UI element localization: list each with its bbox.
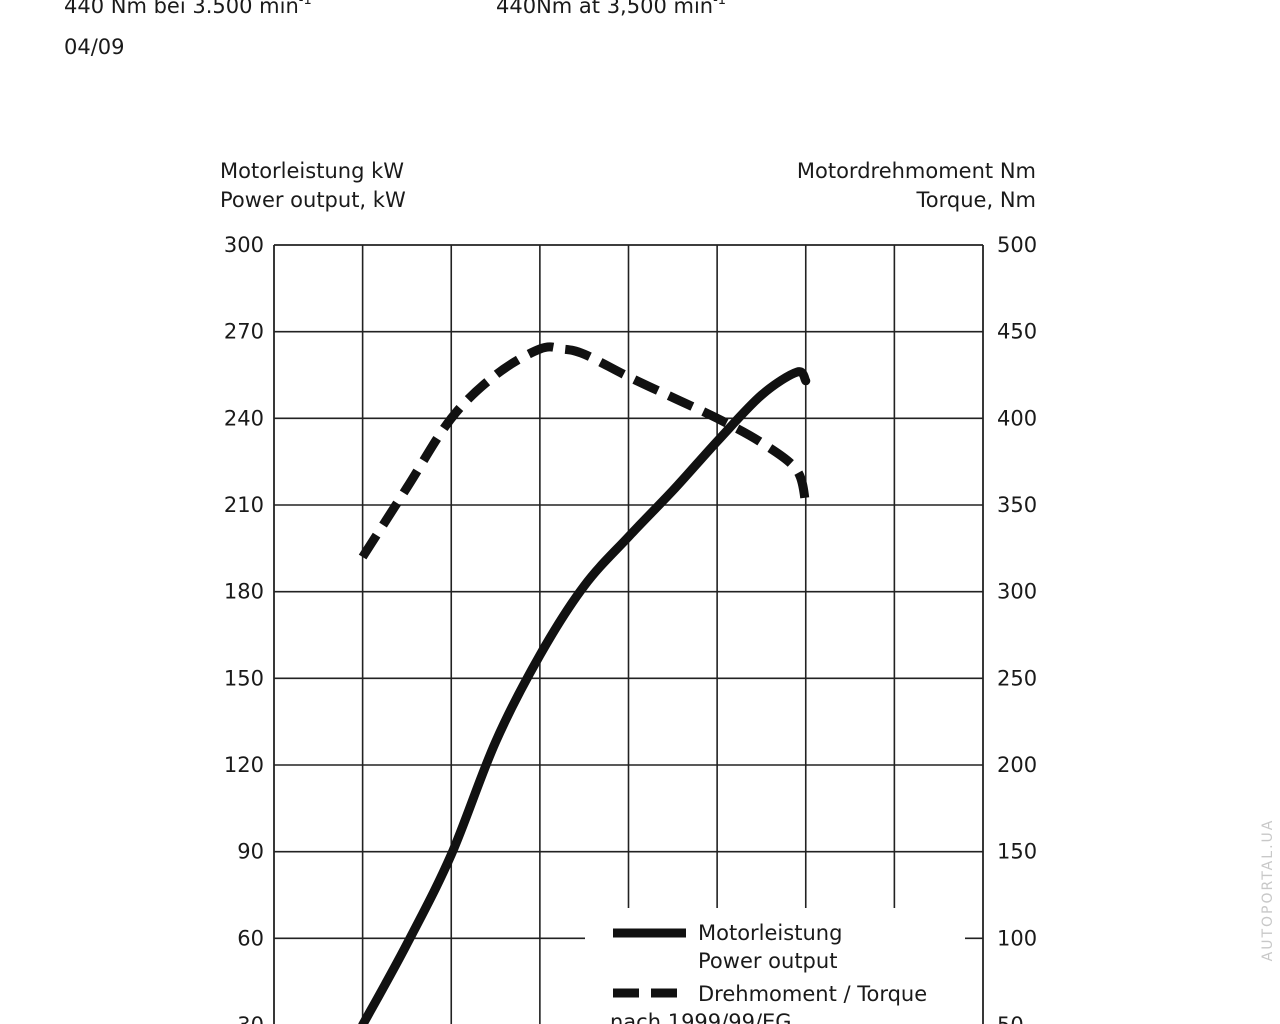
right-axis-title-de: Motordrehmoment Nm [796,159,1036,183]
left-axis-title: Motorleistung kW Power output, kW [220,157,406,215]
left-axis-tick-label: 30 [237,1013,264,1024]
left-axis-tick-label: 60 [237,926,264,950]
right-axis-tick-label: 200 [997,753,1037,777]
header-spec-english-sup: -1 [713,0,727,8]
legend-label-power: Motorleistung [698,921,842,945]
right-axis-tick-label: 100 [997,926,1037,950]
legend-label-power-en: Power output [698,949,837,973]
left-axis-tick-label: 150 [224,666,264,690]
right-axis-title-en: Torque, Nm [916,188,1036,212]
left-axis-tick-label: 120 [224,753,264,777]
right-axis-tick-label: 450 [997,320,1037,344]
left-axis-title-de: Motorleistung kW [220,159,404,183]
power-series-line [358,367,811,1024]
right-axis-tick-label: 350 [997,493,1037,517]
right-axis-tick-label: 300 [997,580,1037,604]
legend-label-torque: Drehmoment / Torque [698,982,927,1006]
torque-series-line [358,342,811,560]
header-date: 04/09 [64,35,125,59]
left-axis-tick-label: 180 [224,580,264,604]
left-axis-tick-label: 240 [224,406,264,430]
header-spec-english-text: 440Nm at 3,500 min [496,0,714,18]
right-axis-tick-label: 150 [997,840,1037,864]
watermark-text: AUTOPORTAL.UA [1260,818,1276,962]
right-axis-title: Motordrehmoment Nm Torque, Nm [797,157,1036,215]
right-axis-tick-label: 250 [997,666,1037,690]
left-axis-title-en: Power output, kW [220,188,406,212]
header-spec-english: 440Nm at 3,500 min-1 [496,0,726,17]
legend-footnote-norm: nach 1999/99/EG [610,1010,792,1024]
left-axis-tick-label: 270 [224,320,264,344]
header-spec-german-sup: -1 [298,0,312,8]
header-spec-german: 440 Nm bei 3.500 min-1 [64,0,312,17]
legend-box [585,908,965,1024]
left-axis-tick-label: 300 [224,233,264,257]
right-axis-tick-label: 400 [997,406,1037,430]
right-axis-tick-label: 50 [997,1013,1024,1024]
left-axis-tick-label: 90 [237,840,264,864]
right-axis-tick-label: 500 [997,233,1037,257]
header-spec-german-text: 440 Nm bei 3.500 min [64,0,299,18]
left-axis-tick-label: 210 [224,493,264,517]
